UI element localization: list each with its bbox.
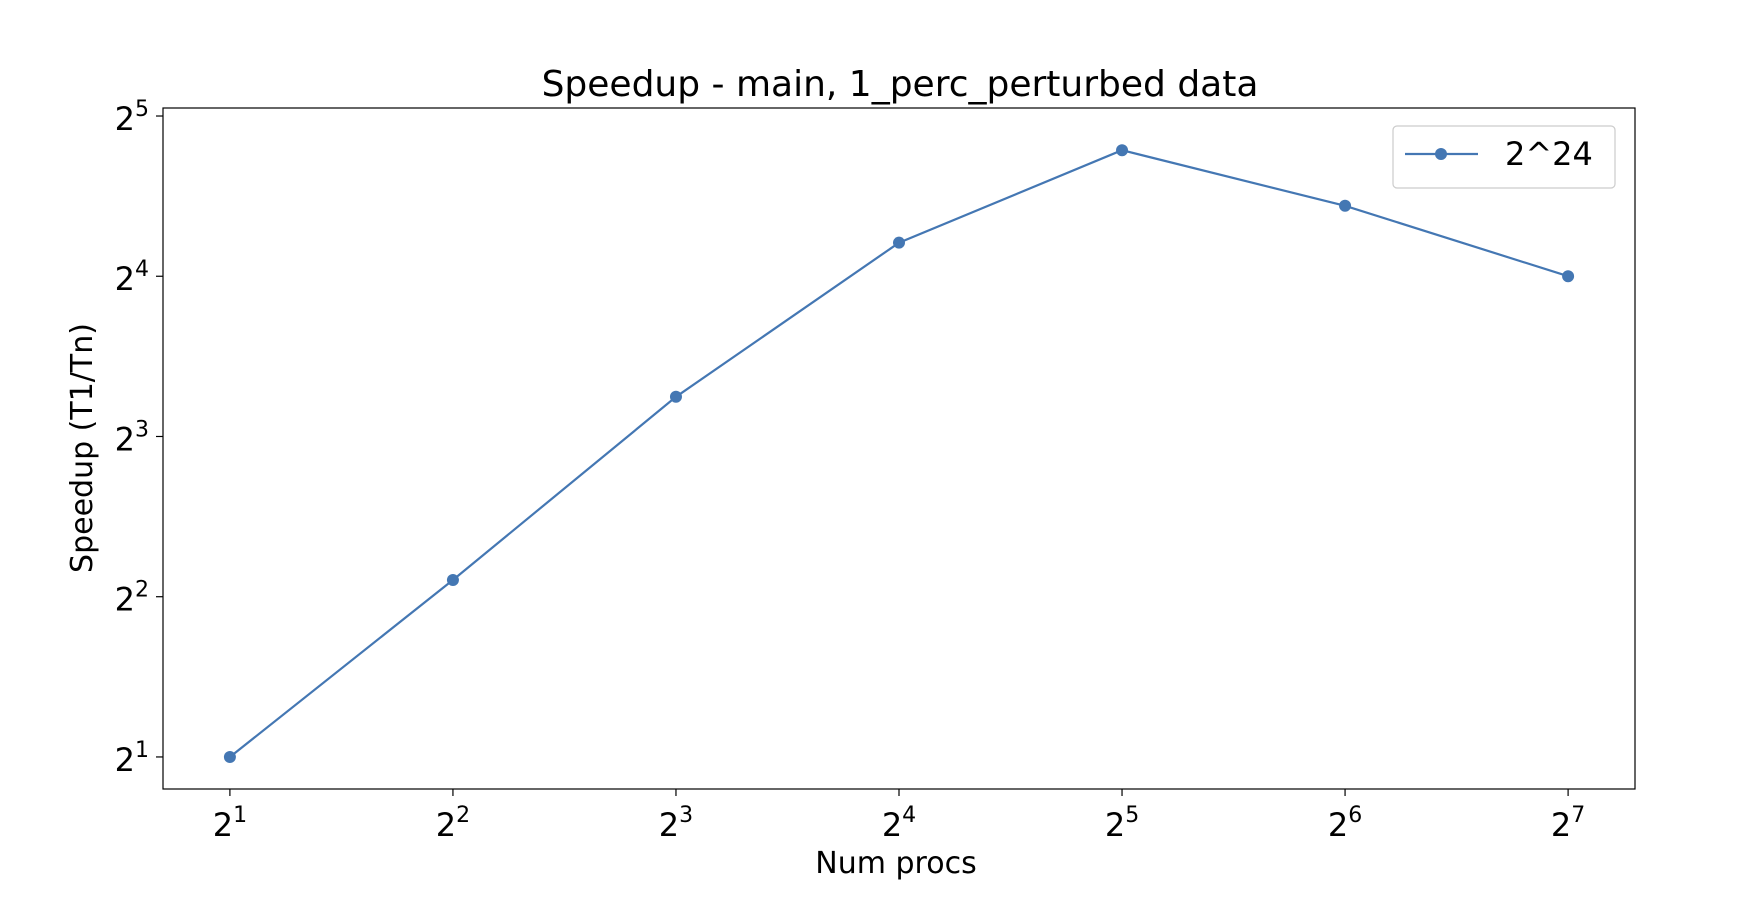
tick-exponent: 2 bbox=[135, 578, 149, 603]
data-point bbox=[1339, 199, 1352, 212]
tick-exponent: 4 bbox=[135, 257, 149, 282]
y-tick-label: 22 bbox=[115, 578, 149, 619]
y-tick-label: 23 bbox=[115, 417, 149, 458]
tick-base: 2 bbox=[1328, 806, 1348, 844]
data-point bbox=[223, 750, 236, 763]
legend: 2^24 bbox=[1392, 125, 1616, 189]
tick-exponent: 5 bbox=[135, 97, 149, 122]
tick-base: 2 bbox=[213, 806, 233, 844]
x-tick-label: 23 bbox=[659, 803, 693, 844]
data-point bbox=[446, 573, 459, 586]
data-point bbox=[1562, 270, 1575, 283]
x-axis: 21 22 23 24 25 26 27 bbox=[213, 789, 1585, 844]
y-axis-label: Speedup (T1/Tn) bbox=[65, 323, 100, 573]
series-group bbox=[223, 144, 1575, 763]
tick-base: 2 bbox=[115, 260, 135, 298]
tick-base: 2 bbox=[436, 806, 456, 844]
y-tick-label: 21 bbox=[115, 738, 149, 779]
y-tick-label: 24 bbox=[115, 257, 149, 298]
data-point bbox=[1116, 144, 1129, 157]
x-tick-label: 27 bbox=[1551, 803, 1585, 844]
tick-exponent: 1 bbox=[135, 738, 149, 763]
x-axis-label: Num procs bbox=[815, 846, 976, 881]
tick-exponent: 1 bbox=[233, 803, 247, 828]
tick-exponent: 3 bbox=[679, 803, 693, 828]
tick-base: 2 bbox=[1551, 806, 1571, 844]
tick-base: 2 bbox=[115, 581, 135, 619]
x-tick-label: 21 bbox=[213, 803, 247, 844]
tick-base: 2 bbox=[1105, 806, 1125, 844]
tick-exponent: 5 bbox=[1125, 803, 1139, 828]
tick-exponent: 7 bbox=[1571, 803, 1585, 828]
data-point bbox=[893, 236, 905, 249]
x-tick-label: 25 bbox=[1105, 803, 1139, 844]
data-point bbox=[669, 390, 682, 403]
legend-label: 2^24 bbox=[1505, 135, 1593, 173]
tick-base: 2 bbox=[115, 420, 135, 458]
tick-base: 2 bbox=[115, 741, 135, 779]
y-tick-label: 25 bbox=[115, 97, 149, 138]
tick-base: 2 bbox=[115, 100, 135, 138]
x-tick-label: 22 bbox=[436, 803, 470, 844]
legend-marker bbox=[1435, 148, 1447, 160]
tick-exponent: 3 bbox=[135, 417, 149, 442]
tick-exponent: 4 bbox=[902, 803, 916, 828]
tick-base: 2 bbox=[659, 806, 679, 844]
chart-title: Speedup - main, 1_perc_perturbed data bbox=[542, 64, 1259, 105]
legend-box bbox=[1392, 125, 1616, 189]
x-tick-label: 26 bbox=[1328, 803, 1362, 844]
plot-area bbox=[162, 107, 1636, 790]
tick-base: 2 bbox=[882, 806, 902, 844]
tick-exponent: 2 bbox=[456, 803, 470, 828]
tick-exponent: 6 bbox=[1348, 803, 1362, 828]
x-tick-label: 24 bbox=[882, 803, 916, 844]
